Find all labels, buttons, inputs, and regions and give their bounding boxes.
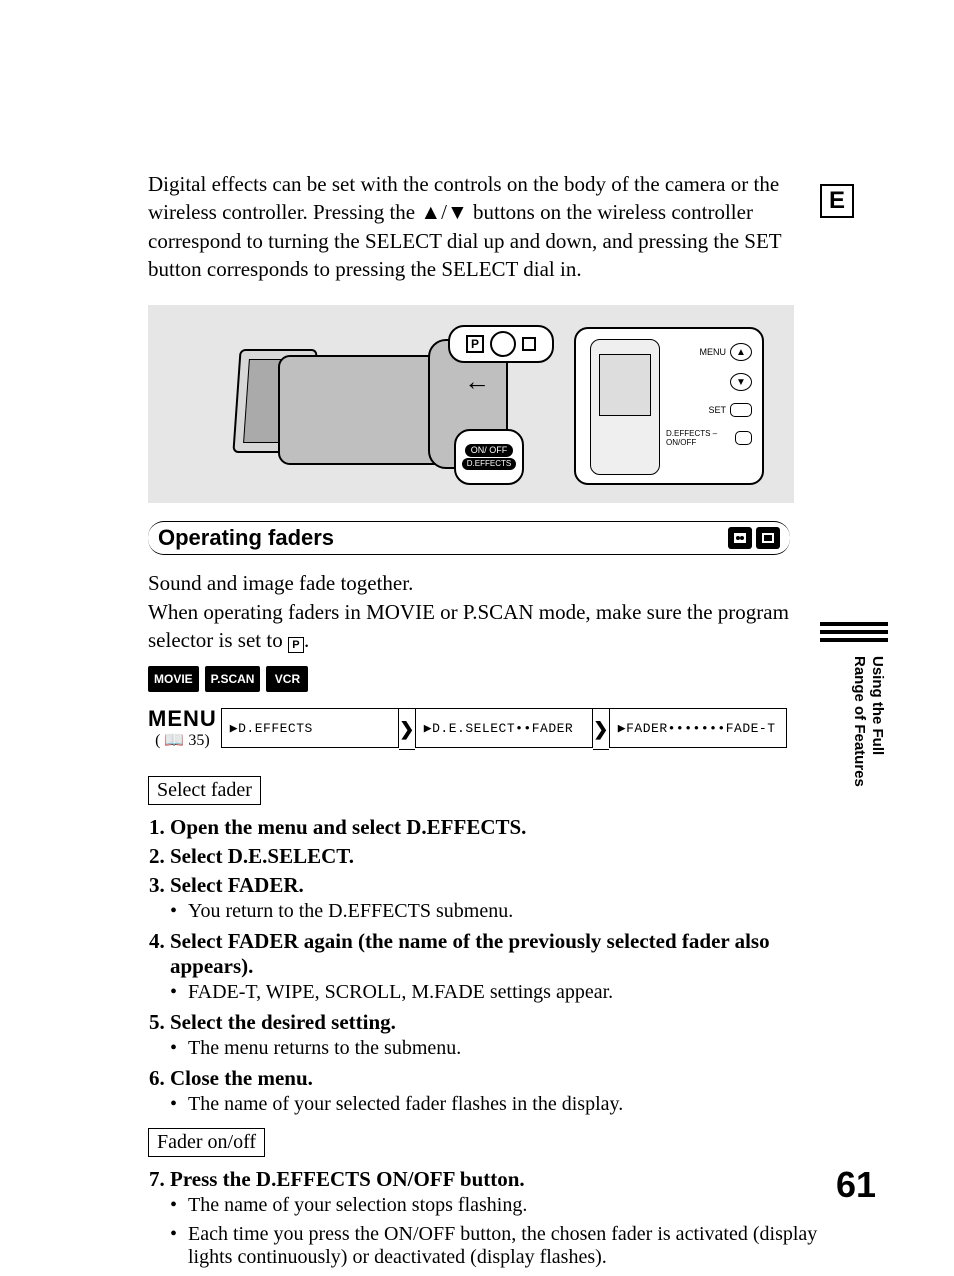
flow-box-1: ▶D.EFFECTS xyxy=(221,708,399,748)
select-dial-icon xyxy=(490,331,516,357)
steps-list: Open the menu and select D.EFFECTS. Sele… xyxy=(148,815,854,1116)
menu-ref-num: 35) xyxy=(188,732,209,749)
side-tab-bars-icon xyxy=(820,622,888,642)
deffects-button-callout: ON/ OFF D.EFFECTS xyxy=(454,429,524,485)
mode-movie: MOVIE xyxy=(148,666,199,692)
side-tab-line2: Range of Features xyxy=(851,656,868,787)
language-badge: E xyxy=(820,184,854,218)
body-line1: Sound and image fade together. xyxy=(148,571,413,595)
section-title: Operating faders xyxy=(158,525,334,551)
arrow-left-icon: ← xyxy=(464,367,490,397)
flow-arrow-1-icon: ❯ xyxy=(399,708,415,750)
remote-icon xyxy=(590,339,660,475)
step-4-sub-1: FADE-T, WIPE, SCROLL, M.FADE settings ap… xyxy=(170,981,854,1004)
remote-deffects-button-icon xyxy=(735,431,752,445)
step-4: Select FADER again (the name of the prev… xyxy=(170,929,854,1004)
remote-callout: MENU ▲ ▼ SET D.EFFECTS – ON/OFF xyxy=(574,327,764,485)
controls-diagram: P ← ON/ OFF D.EFFECTS MENU ▲ ▼ SET xyxy=(148,305,794,503)
remote-menu-row: MENU ▲ xyxy=(666,343,752,361)
tape-icon xyxy=(728,527,752,549)
section-mode-icons xyxy=(728,527,780,549)
remote-deffects-row: D.EFFECTS – ON/OFF xyxy=(666,429,752,447)
steps-list-2: Press the D.EFFECTS ON/OFF button. The n… xyxy=(148,1167,854,1269)
step-6-sub-1: The name of your selected fader flashes … xyxy=(170,1093,854,1116)
step-1: Open the menu and select D.EFFECTS. xyxy=(170,815,854,840)
remote-deffects-label: D.EFFECTS – ON/OFF xyxy=(666,429,731,447)
mode-pscan: P.SCAN xyxy=(205,666,261,692)
section-header: Operating faders xyxy=(148,521,790,555)
menu-flow: MENU ( 📖 35) ▶D.EFFECTS ❯ ▶D.E.SELECT••F… xyxy=(148,708,854,750)
step-7-title: Press the D.EFFECTS ON/OFF button. xyxy=(170,1167,525,1191)
step-5-sub-1: The menu returns to the submenu. xyxy=(170,1037,854,1060)
step-7-sub-2: Each time you press the ON/OFF button, t… xyxy=(170,1223,854,1269)
menu-label-block: MENU ( 📖 35) xyxy=(148,708,217,750)
mode-vcr: VCR xyxy=(266,666,308,692)
step-5: Select the desired setting. The menu ret… xyxy=(170,1010,854,1060)
card-icon xyxy=(756,527,780,549)
step-6: Close the menu. The name of your selecte… xyxy=(170,1066,854,1116)
program-p-icon: P xyxy=(466,335,484,353)
body-line2b: . xyxy=(304,628,309,652)
page: E Digital effects can be set with the co… xyxy=(0,0,954,1276)
remote-menu-label: MENU xyxy=(700,347,727,357)
step-7-sub-1: The name of your selection stops flashin… xyxy=(170,1194,854,1217)
step-3-title: Select FADER. xyxy=(170,873,304,897)
flow-arrow-2-icon: ❯ xyxy=(593,708,609,750)
step-3-sub-1: You return to the D.EFFECTS submenu. xyxy=(170,900,854,923)
body-line2a: When operating faders in MOVIE or P.SCAN… xyxy=(148,600,789,652)
step-3: Select FADER. You return to the D.EFFECT… xyxy=(170,873,854,923)
remote-set-button-icon xyxy=(730,403,752,417)
remote-down-button-icon: ▼ xyxy=(730,373,752,391)
remote-set-label: SET xyxy=(708,405,726,415)
program-p-inline-icon: P xyxy=(288,637,304,653)
book-icon: 📖 xyxy=(164,732,184,749)
onoff-chip: ON/ OFF xyxy=(465,444,514,457)
remote-set-row: SET xyxy=(666,403,752,417)
side-tab-line1: Using the Full xyxy=(869,656,886,755)
step-6-title: Close the menu. xyxy=(170,1066,313,1090)
mode-badges: MOVIE P.SCAN VCR xyxy=(148,666,854,692)
step-4-title: Select FADER again (the name of the prev… xyxy=(170,929,770,978)
square-mode-icon xyxy=(522,337,536,351)
intro-paragraph: Digital effects can be set with the cont… xyxy=(148,170,788,283)
select-fader-box: Select fader xyxy=(148,776,261,805)
step-2: Select D.E.SELECT. xyxy=(170,844,854,869)
deffects-chip: D.EFFECTS xyxy=(462,458,516,470)
remote-down-row: ▼ xyxy=(666,373,752,391)
fader-onoff-box: Fader on/off xyxy=(148,1128,265,1157)
remote-menu-button-icon: ▲ xyxy=(730,343,752,361)
page-number: 61 xyxy=(836,1164,876,1206)
program-selector-callout: P xyxy=(448,325,554,363)
menu-label: MENU xyxy=(148,708,217,730)
step-5-title: Select the desired setting. xyxy=(170,1010,396,1034)
remote-labels: MENU ▲ ▼ SET D.EFFECTS – ON/OFF xyxy=(666,343,752,447)
flow-box-3: ▶FADER•••••••FADE-T xyxy=(609,708,787,748)
step-1-title: Open the menu and select D.EFFECTS. xyxy=(170,815,526,839)
body-paragraph: Sound and image fade together. When oper… xyxy=(148,569,854,654)
flow-box-2: ▶D.E.SELECT••FADER xyxy=(415,708,593,748)
step-2-title: Select D.E.SELECT. xyxy=(170,844,354,868)
menu-page-ref: ( 📖 35) xyxy=(155,730,210,750)
side-tab: Using the Full Range of Features xyxy=(850,656,886,787)
step-7: Press the D.EFFECTS ON/OFF button. The n… xyxy=(170,1167,854,1269)
